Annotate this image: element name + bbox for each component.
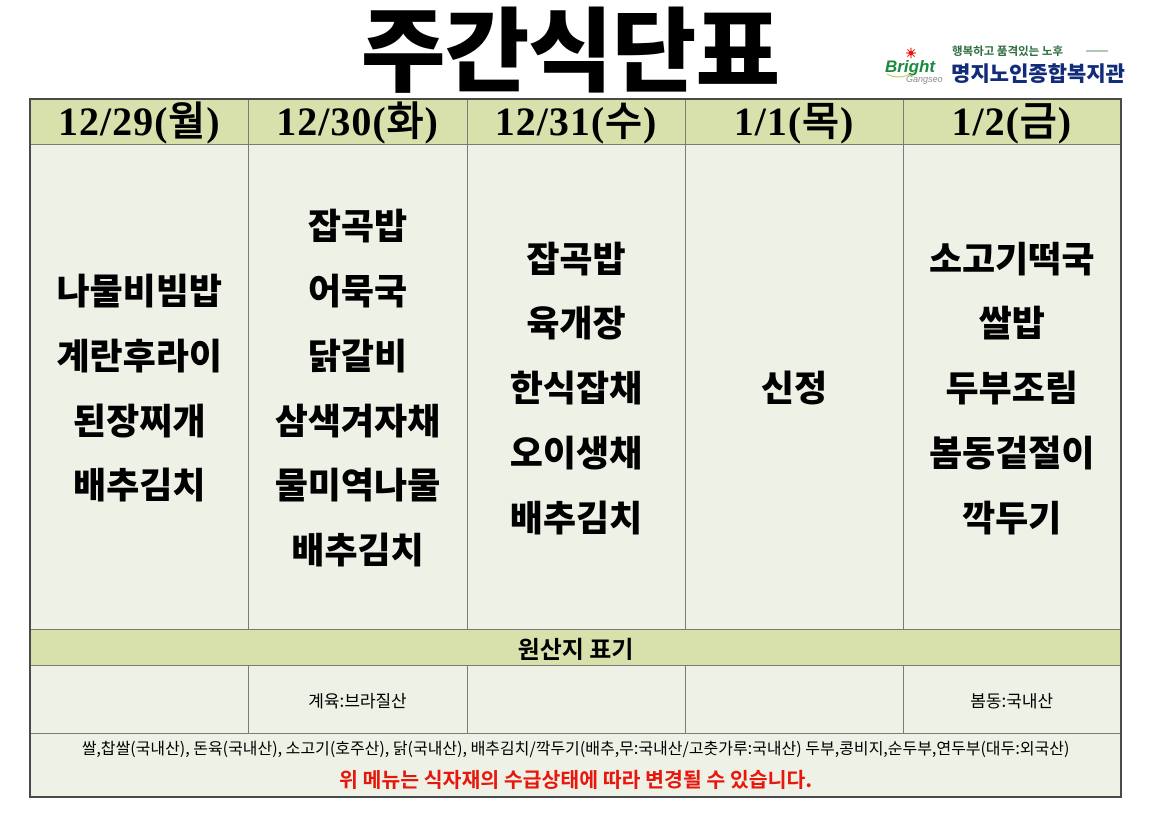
svg-text:Gangseo: Gangseo (906, 74, 943, 84)
svg-text:행복하고 품격있는 노후: 행복하고 품격있는 노후 (952, 43, 1063, 59)
svg-text:명지노인종합복지관: 명지노인종합복지관 (951, 58, 1125, 88)
